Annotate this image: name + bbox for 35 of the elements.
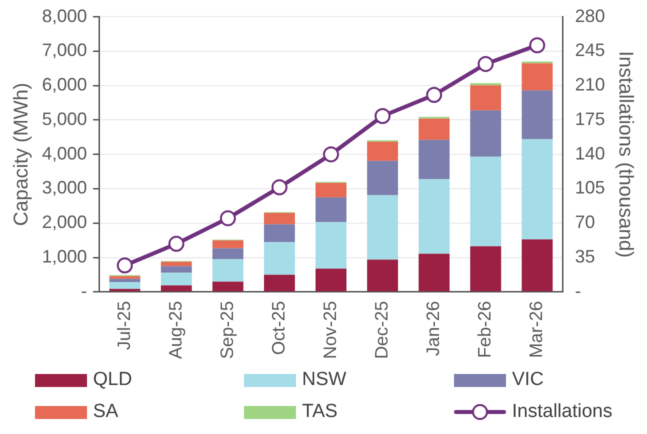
y-tick-label: 3,000 xyxy=(42,178,88,198)
y2-tick-label: 245 xyxy=(574,40,606,60)
y2-tick-label: 175 xyxy=(574,108,606,129)
y-tick-label: - xyxy=(81,280,88,301)
y-tick-label: 8,000 xyxy=(42,6,88,26)
legend-label: NSW xyxy=(302,369,346,391)
x-tick-label: Jan-26 xyxy=(423,300,444,356)
y-tick-label: 2,000 xyxy=(42,212,88,232)
y-axis-title: Capacity (MWh) xyxy=(10,82,33,226)
y-tick-label: 5,000 xyxy=(42,108,88,129)
x-tick-label: Nov-25 xyxy=(320,300,340,359)
y-tick-label: 1,000 xyxy=(42,246,88,267)
x-tick-label: Aug-25 xyxy=(165,300,186,360)
legend-label: TAS xyxy=(302,401,338,423)
y-tick-label: 6,000 xyxy=(42,74,88,95)
legend-label: VIC xyxy=(512,369,544,391)
y2-tick-label: 35 xyxy=(574,246,595,267)
y-tick-label: 4,000 xyxy=(42,143,88,164)
y2-axis-title: Installations (thousand) xyxy=(614,50,636,258)
x-tick-label: Jul-25 xyxy=(114,300,134,350)
y-tick-label: 7,000 xyxy=(42,40,88,60)
y2-tick-label: 280 xyxy=(574,6,606,26)
y2-tick-label: 210 xyxy=(574,74,606,95)
y2-tick-label: 105 xyxy=(574,178,606,198)
x-tick-label: Oct-25 xyxy=(268,300,288,355)
y2-tick-label: - xyxy=(574,280,581,301)
x-tick-label: Mar-26 xyxy=(526,300,546,358)
legend-label: SA xyxy=(93,401,118,423)
y2-tick-label: 70 xyxy=(574,212,595,232)
x-tick-label: Feb-26 xyxy=(474,300,495,358)
x-tick-label: Sep-25 xyxy=(216,300,237,360)
y2-tick-label: 140 xyxy=(574,143,606,164)
legend-label: QLD xyxy=(93,369,132,391)
legend-label: Installations xyxy=(512,401,612,423)
x-tick-label: Dec-25 xyxy=(372,300,392,359)
